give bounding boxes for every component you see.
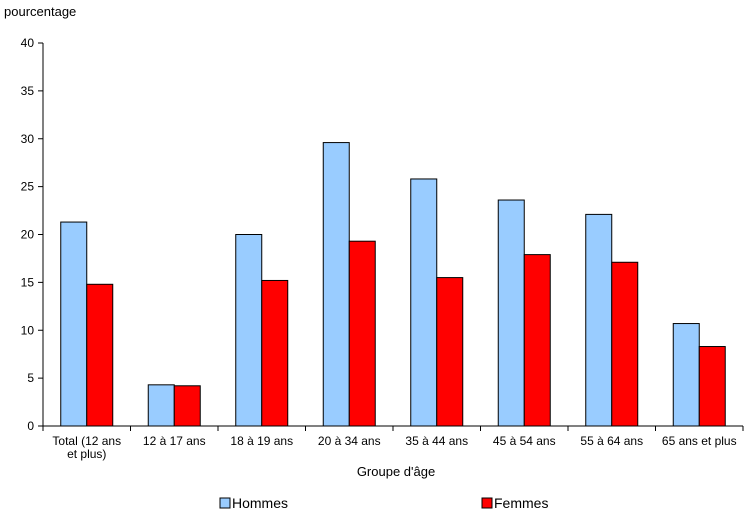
x-category-label: 12 à 17 ans bbox=[143, 434, 206, 448]
bar-hommes bbox=[410, 178, 438, 427]
x-category-label: 20 à 34 ans bbox=[318, 434, 381, 448]
bar-femmes bbox=[348, 240, 376, 427]
bar-femmes bbox=[86, 283, 114, 427]
y-tick-label: 35 bbox=[21, 84, 35, 98]
bar-hommes bbox=[497, 199, 525, 427]
bar-hommes bbox=[585, 213, 613, 427]
legend-label-hommes: Hommes bbox=[232, 495, 288, 511]
bar-hommes bbox=[147, 384, 175, 427]
bar-hommes bbox=[672, 323, 700, 427]
y-tick-label: 25 bbox=[21, 180, 35, 194]
bar-femmes bbox=[261, 279, 289, 427]
legend-swatch-hommes bbox=[219, 497, 231, 509]
bar-hommes bbox=[60, 221, 88, 427]
bar-femmes bbox=[436, 277, 464, 427]
x-category-label: 55 à 64 ans bbox=[580, 434, 643, 448]
x-category-label: et plus) bbox=[67, 447, 106, 461]
legend-label-femmes: Femmes bbox=[494, 495, 548, 511]
x-category-label: Total (12 ans bbox=[52, 434, 121, 448]
y-axis: 0 5 10 15 20 25 30 35 40 bbox=[21, 36, 44, 433]
y-tick-label: 5 bbox=[27, 371, 34, 385]
y-tick-label: 10 bbox=[21, 323, 35, 337]
x-category-label: 35 à 44 ans bbox=[405, 434, 468, 448]
x-category-label: 45 à 54 ans bbox=[493, 434, 556, 448]
legend: Hommes Femmes bbox=[219, 495, 548, 511]
y-axis-title: pourcentage bbox=[4, 4, 76, 19]
y-tick-label: 20 bbox=[21, 228, 35, 242]
bar-femmes bbox=[611, 261, 639, 427]
x-category-label: 18 à 19 ans bbox=[230, 434, 293, 448]
y-tick-label: 0 bbox=[27, 419, 34, 433]
bar-hommes bbox=[322, 142, 350, 427]
x-axis-title: Groupe d'âge bbox=[357, 464, 435, 479]
y-tick-label: 15 bbox=[21, 275, 35, 289]
y-tick-label: 30 bbox=[21, 132, 35, 146]
bar-femmes bbox=[173, 385, 201, 427]
x-category-label: 65 ans et plus bbox=[662, 434, 737, 448]
bar-femmes bbox=[698, 346, 726, 427]
bar-femmes bbox=[523, 254, 551, 427]
y-tick-label: 40 bbox=[21, 36, 35, 50]
bars bbox=[60, 142, 726, 427]
bar-hommes bbox=[235, 234, 263, 427]
legend-swatch-femmes bbox=[481, 497, 493, 509]
